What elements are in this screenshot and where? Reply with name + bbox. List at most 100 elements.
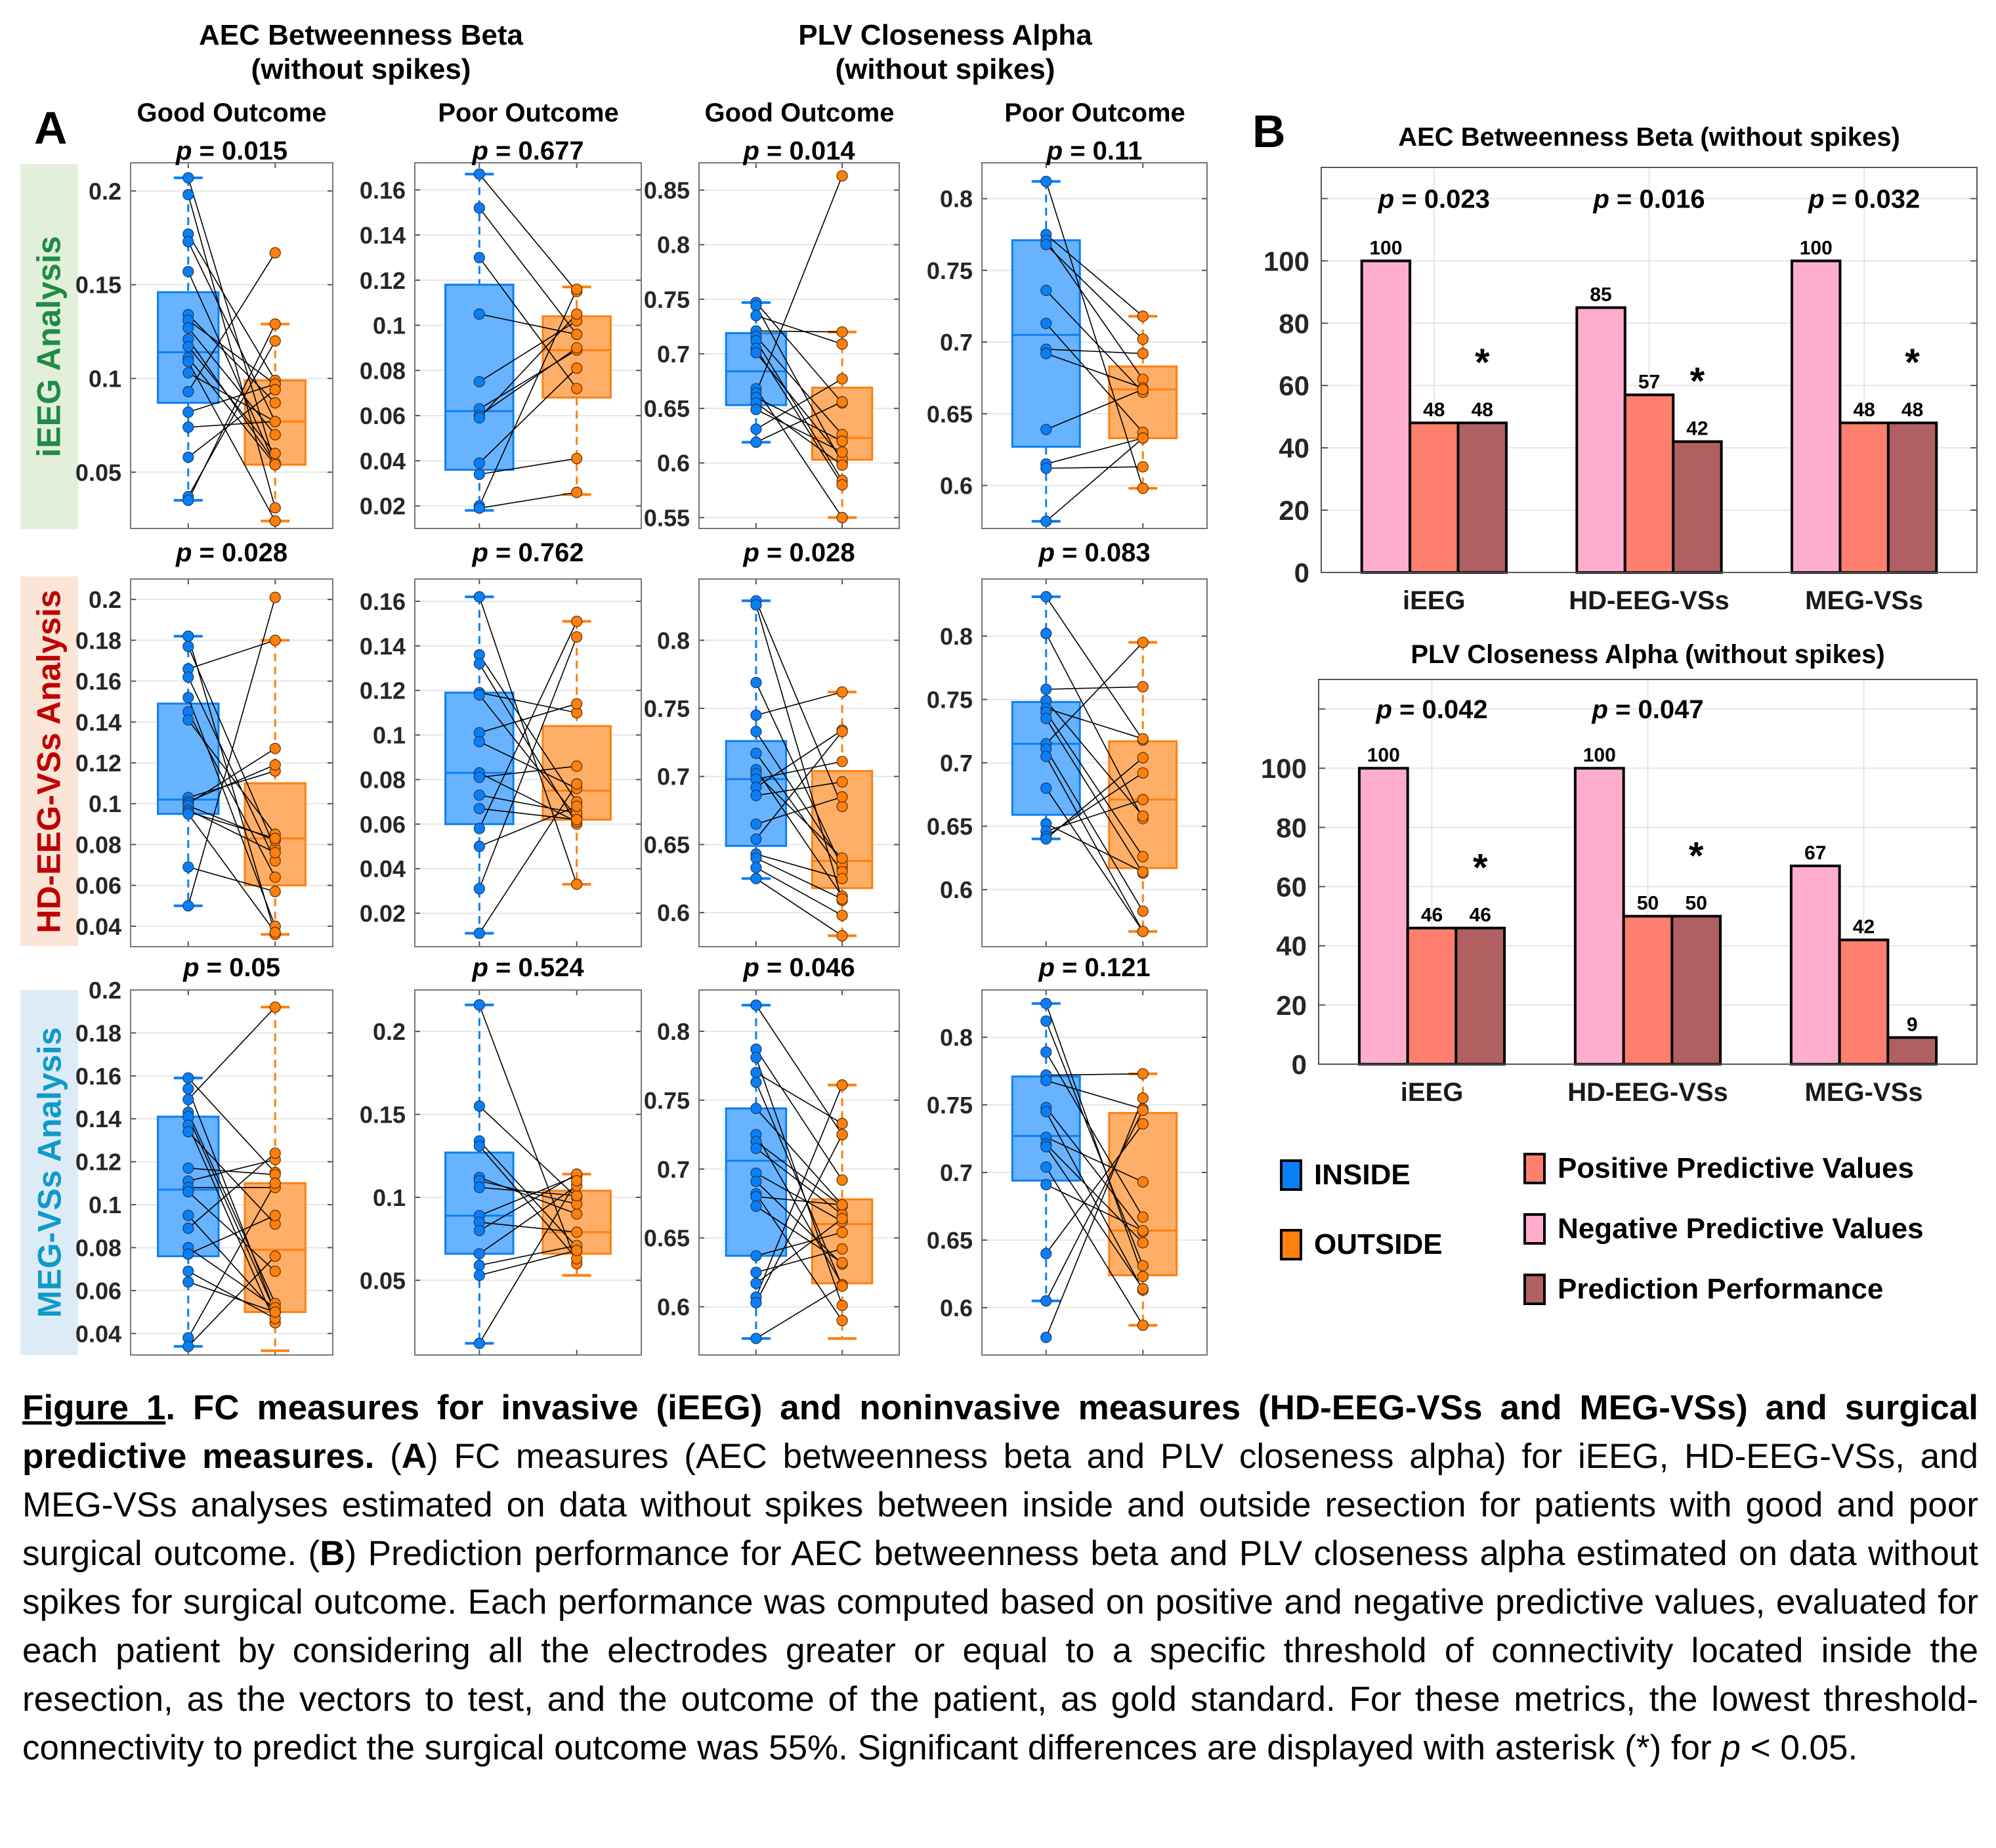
significance-asterisk: * [1905,341,1920,384]
y-tick-label: 0.1 [373,722,406,749]
inside-point [473,1182,485,1193]
pair-line [478,783,578,934]
pair-line [1046,1080,1143,1109]
metric-title-plv: PLV Closeness Alpha (without spikes) [709,18,1181,87]
legend-item-outside: OUTSIDE [1280,1225,1443,1264]
outside-point [1137,461,1149,473]
outside-point [836,1226,848,1238]
outside-point [571,383,583,395]
pair-line [1046,1107,1143,1233]
inside-point [750,1142,762,1154]
inside-point [1040,712,1052,725]
pair-line [755,315,843,345]
y-tick-label: 0.16 [360,177,406,204]
legend-item-npv: Negative Predictive Values [1523,1209,1924,1249]
y-tick-label: 0.2 [373,1018,406,1045]
p-symbol: p [1375,695,1391,724]
pair-line [1045,181,1144,489]
boxplot-3-3: 0.6 0.65 0.7 0.75 0.8 [644,989,900,1356]
pair-line [188,1214,276,1255]
pair-line [479,794,577,814]
column-title-poor-aec: Poor Outcome [438,98,619,127]
outside-point [269,1177,281,1189]
pair-line [1046,437,1143,465]
inside-point [473,1259,485,1272]
pair-line [755,853,843,880]
row-label-hdeeg: HD-EEG-VSs Analysis [20,576,78,946]
inside-point [182,421,194,433]
pair-line [755,769,843,897]
inside-point [1040,423,1052,435]
inside-point [473,202,485,214]
outside-point [269,1306,281,1318]
outside-point [571,283,583,295]
pair-line [478,741,578,789]
axes-frame [130,989,333,1356]
inside-point [750,852,762,864]
pair-line [755,1107,843,1205]
inside-point [750,1052,762,1064]
pair-line [1046,1098,1143,1338]
caption-p-symbol: p [1721,1729,1741,1767]
y-tick-label: 0.7 [940,1159,973,1186]
y-tick-label: 0.75 [644,1087,690,1114]
legend-label-inside: INSIDE [1314,1159,1411,1191]
metric-title-aec: AEC Betweenness Beta (without spikes) [125,18,597,87]
outside-point [836,1174,848,1186]
inside-point [473,468,485,481]
p-value-title: p = 0.083 [964,538,1226,568]
inside-point [182,1186,194,1198]
outside-point [1137,752,1149,763]
pair-line [188,1255,276,1347]
bar-data-label: 50 [1637,893,1659,914]
caption-bold-title: FC measures for invasive (iEEG) and noni… [22,1388,1978,1476]
p-value: = 0.042 [1392,695,1488,724]
inside-point [473,999,485,1011]
pair-line [478,694,578,818]
y-tick-label: 0.8 [657,627,690,654]
inside-point [182,385,194,398]
p-symbol: p [472,953,488,982]
y-tick-label: 0.04 [75,913,121,940]
significance-asterisk: * [1473,847,1488,890]
outside-point [1137,636,1149,649]
p-value: = 0.028 [192,538,288,567]
p-value: = 0.023 [1394,184,1490,213]
pair-line [478,636,578,890]
outside-point [836,776,848,788]
pair-line [1046,240,1143,380]
caption-part-a-letter: A [401,1437,427,1476]
p-value: = 0.032 [1825,184,1921,213]
p-symbol: p [472,137,488,165]
inside-point [750,677,762,689]
legend-swatch-outside [1280,1229,1302,1260]
figure-caption: Figure 1. FC measures for invasive (iEEG… [22,1388,1978,1767]
pair-line [479,807,577,821]
inside-iqr-box [444,1151,515,1255]
axes-frame [1321,167,1978,573]
inside-point [182,1083,194,1095]
inside-point [182,406,194,418]
pair-line [188,720,276,835]
outside-point [269,502,281,514]
legend-label-perf: Prediction Performance [1558,1273,1884,1305]
p-value: = 0.762 [488,538,584,567]
pair-line [1046,686,1143,690]
outside-point [269,397,281,409]
pair-line [188,764,276,802]
bar-chart-title: PLV Closeness Alpha (without spikes) [1411,640,1884,669]
pair-line [755,305,843,463]
outside-point [269,871,281,883]
p-value-label: p = 0.042 [1375,695,1487,724]
pair-line [478,349,578,410]
pair-line [478,1180,578,1344]
significance-asterisk: * [1475,341,1490,384]
outside-point [836,1243,848,1255]
inside-point [750,790,762,802]
pair-line [755,781,843,796]
pair-line [479,703,577,733]
inside-box [444,1003,515,1345]
legend-label-ppv: Positive Predictive Values [1558,1152,1914,1184]
boxplot-3-1: 0.04 0.06 0.08 0.1 0.12 0.14 0.16 0.18 0.2 [75,977,333,1356]
bar-data-label: 67 [1804,842,1826,864]
